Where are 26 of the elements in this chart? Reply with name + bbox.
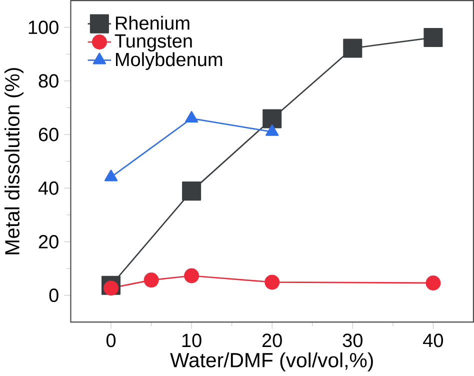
- x-tick-label: 0: [106, 334, 116, 348]
- y-tick-label: 80: [38, 74, 58, 88]
- y-tick-label: 0: [49, 288, 58, 302]
- y-tick-label: 20: [38, 234, 58, 248]
- x-tick-label: 10: [182, 334, 202, 348]
- legend-label: Molybdenum: [116, 52, 222, 70]
- point: [104, 280, 118, 296]
- y-tick-label: 40: [38, 181, 58, 195]
- point: [343, 38, 362, 58]
- x-tick-label: 20: [262, 334, 282, 348]
- point: [264, 274, 280, 290]
- point: [184, 268, 200, 284]
- x-axis-title: Water/DMF (vol/vol,%): [170, 352, 373, 372]
- point: [426, 276, 441, 290]
- point: [144, 272, 159, 288]
- legend-label: Tungsten: [114, 34, 192, 52]
- point: [262, 109, 282, 128]
- legend-label: Rhenium: [116, 16, 190, 30]
- y-tick-label: 100: [28, 20, 58, 34]
- point: [184, 111, 198, 123]
- y-axis-title: Metal dissolution (%): [4, 68, 24, 254]
- point: [182, 182, 202, 201]
- x-tick-label: 30: [342, 334, 362, 348]
- x-tick-label: 40: [423, 334, 444, 348]
- y-tick-label: 60: [38, 128, 58, 142]
- point: [424, 28, 443, 48]
